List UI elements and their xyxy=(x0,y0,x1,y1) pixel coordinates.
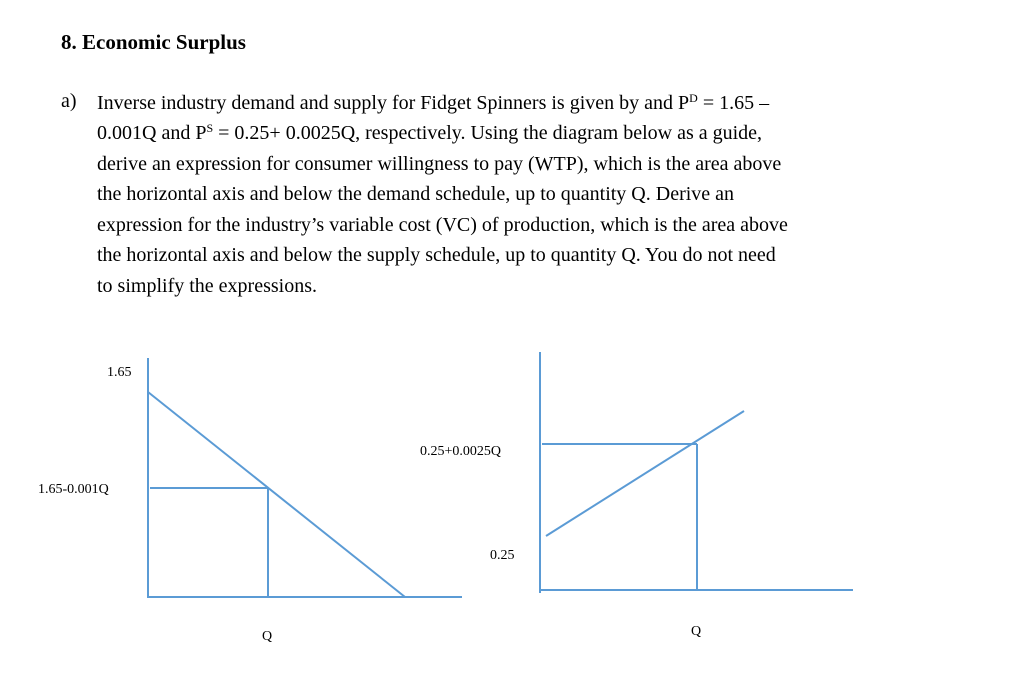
part-label: a) xyxy=(61,90,77,112)
demand-intercept-label: 1.65 xyxy=(107,365,132,380)
supply-curve xyxy=(545,410,745,537)
supply-intercept-label: 0.25 xyxy=(490,548,515,563)
question-line-1: Inverse industry demand and supply for F… xyxy=(97,91,770,114)
supply-diagram: 0.25+0.0025Q 0.25 Q xyxy=(420,352,853,639)
demand-price-label: 1.65-0.001Q xyxy=(38,482,109,497)
demand-curve xyxy=(147,391,406,598)
supply-quantity-label: Q xyxy=(691,624,701,639)
demand-diagram: 1.65 1.65-0.001Q Q xyxy=(38,358,462,644)
demand-superscript: D xyxy=(689,91,698,105)
supply-price-label: 0.25+0.0025Q xyxy=(420,444,501,459)
section-heading: 8. Economic Surplus xyxy=(61,30,246,55)
question-line-3: derive an expression for consumer willin… xyxy=(97,153,782,175)
question-line-2: 0.001Q and PS = 0.25+ 0.0025Q, respectiv… xyxy=(97,121,763,144)
question-line-6: the horizontal axis and below the supply… xyxy=(97,244,776,266)
question-line-5: expression for the industry’s variable c… xyxy=(97,214,788,236)
section-number: 8. xyxy=(61,30,77,54)
question-line-4: the horizontal axis and below the demand… xyxy=(97,183,735,205)
question-line-7: to simplify the expressions. xyxy=(97,275,317,297)
supply-superscript: S xyxy=(206,121,214,135)
section-title: Economic Surplus xyxy=(82,30,246,54)
demand-quantity-label: Q xyxy=(262,629,272,644)
